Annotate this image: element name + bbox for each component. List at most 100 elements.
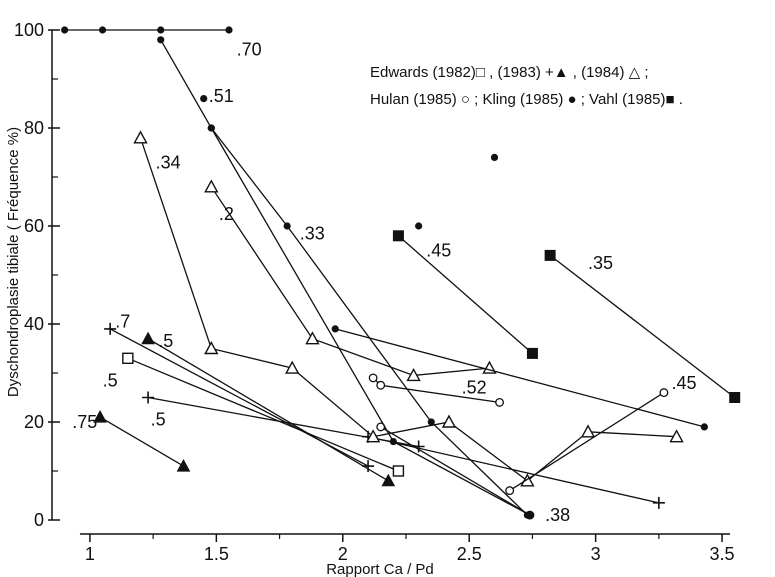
- series-line: [99, 416, 184, 467]
- annotation-label: .52: [462, 378, 487, 398]
- series-line: [127, 357, 399, 472]
- series: [544, 249, 741, 403]
- filled-circle-marker: [427, 418, 435, 426]
- series: [200, 95, 208, 103]
- series-line: [210, 186, 490, 377]
- series: [207, 124, 534, 519]
- x-ticks: 1 1.5 2 2.5 3 3.5: [85, 534, 735, 564]
- data-annotations: .70 .51 .34 .2 .33 .45 .35 .7 .5 .5 .5 .75 .52 .45 .38: [72, 40, 696, 525]
- filled-triangle-marker: [93, 410, 107, 423]
- y-tick-label: 60: [24, 216, 44, 236]
- x-axis: 1 1.5 2 2.5 3 3.5: [79, 533, 735, 564]
- annotation-label: .38: [545, 505, 570, 525]
- annotation-label: .5: [151, 410, 166, 430]
- series: [392, 230, 538, 359]
- annotation-label: .2: [219, 204, 234, 224]
- annotation-label: .51: [209, 86, 234, 106]
- filled-square-marker: [729, 392, 741, 403]
- open-square-marker: [122, 352, 134, 364]
- series-line: [335, 328, 705, 428]
- y-tick-label: 80: [24, 118, 44, 138]
- open-circle-marker: [505, 486, 515, 496]
- legend: Edwards (1982)□ , (1983) +▲ , (1984) △ ;…: [370, 64, 683, 108]
- y-tick-label: 100: [14, 20, 44, 40]
- annotation-label: .75: [72, 412, 97, 432]
- series-line: [397, 235, 533, 354]
- filled-circle-marker: [415, 222, 423, 230]
- x-tick-label: 1: [85, 544, 95, 564]
- y-tick-label: 0: [34, 510, 44, 530]
- series-line: [160, 39, 528, 516]
- annotation-label: .7: [115, 312, 130, 332]
- series-line: [147, 338, 389, 482]
- x-tick-label: 3.5: [710, 544, 735, 564]
- filled-circle-marker: [157, 26, 165, 34]
- filled-triangle-marker: [141, 331, 155, 345]
- open-triangle-marker: [285, 360, 300, 374]
- filled-square-marker: [392, 230, 404, 242]
- annotation-label: .34: [156, 152, 181, 172]
- filled-circle-marker: [157, 36, 165, 44]
- y-tick-label: 40: [24, 314, 44, 334]
- open-circle-marker: [368, 373, 378, 383]
- series: [61, 26, 233, 34]
- filled-square-marker: [544, 249, 556, 261]
- filled-circle-marker: [200, 95, 208, 103]
- series: [133, 130, 684, 487]
- series: [331, 325, 708, 431]
- filled-circle-marker: [98, 26, 107, 34]
- series: [93, 410, 191, 472]
- x-tick-label: 2: [338, 544, 348, 564]
- open-triangle-marker: [365, 429, 381, 443]
- open-circle-marker: [376, 380, 386, 390]
- open-triangle-marker: [669, 429, 684, 443]
- filled-circle-marker: [526, 511, 534, 519]
- annotation-label: .5: [158, 331, 173, 351]
- annotation-label: .70: [237, 40, 262, 60]
- filled-circle-marker: [389, 438, 397, 446]
- open-triangle-marker: [204, 341, 219, 355]
- open-triangle-marker: [520, 473, 535, 487]
- filled-circle-marker: [283, 222, 291, 230]
- series: [368, 373, 505, 407]
- x-tick-label: 2.5: [457, 544, 482, 564]
- y-axis: 0 20 40 60 80 100: [14, 20, 60, 530]
- y-tick-label: 20: [24, 412, 44, 432]
- legend-line-2: Hulan (1985) ○ ; Kling (1985) ● ; Vahl (…: [370, 91, 683, 108]
- x-tick-label: 3: [591, 544, 601, 564]
- plus-marker: [104, 322, 117, 335]
- series: [415, 222, 423, 230]
- open-triangle-marker: [204, 179, 219, 193]
- series-line: [549, 254, 736, 399]
- legend-line-1: Edwards (1982)□ , (1983) +▲ , (1984) △ ;: [370, 64, 648, 81]
- annotation-label: .45: [672, 373, 697, 393]
- annotation-label: .45: [426, 241, 451, 261]
- x-tick-label: 1.5: [204, 544, 229, 564]
- plus-marker: [652, 496, 665, 509]
- annotation-label: .33: [300, 223, 325, 243]
- filled-circle-marker: [61, 26, 69, 34]
- series-line: [509, 392, 665, 492]
- series-line: [210, 127, 531, 516]
- filled-square-marker: [526, 347, 538, 359]
- series-line: [380, 426, 531, 516]
- open-circle-marker: [495, 397, 505, 407]
- series: [157, 36, 531, 519]
- series: [141, 331, 396, 487]
- filled-triangle-marker: [381, 473, 396, 487]
- series-line: [139, 137, 677, 482]
- filled-circle-marker: [490, 153, 499, 161]
- x-axis-label: Rapport Ca / Pd: [326, 561, 434, 577]
- open-triangle-marker: [406, 367, 421, 382]
- series: [490, 153, 499, 161]
- filled-circle-marker: [331, 325, 339, 333]
- open-square-marker: [392, 465, 405, 477]
- filled-circle-marker: [700, 423, 708, 431]
- series: [122, 352, 405, 477]
- open-triangle-marker: [305, 331, 320, 345]
- y-ticks: 0 20 40 60 80 100: [14, 20, 60, 530]
- filled-circle-marker: [207, 124, 215, 132]
- filled-triangle-marker: [176, 459, 191, 472]
- series: [204, 179, 497, 382]
